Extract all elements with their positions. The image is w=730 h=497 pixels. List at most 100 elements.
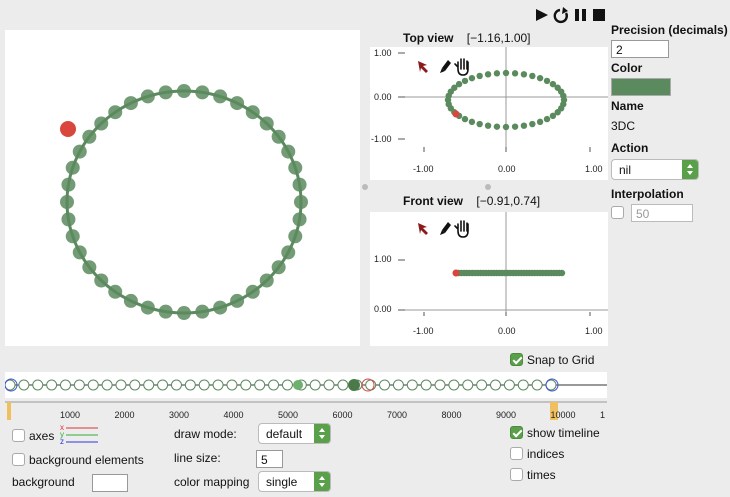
timeline[interactable] xyxy=(4,372,607,422)
timeline-keyframe[interactable] xyxy=(462,379,474,391)
timeline-keyframe[interactable] xyxy=(309,379,321,391)
timeline-keyframe[interactable] xyxy=(59,379,71,391)
timeline-keyframe[interactable] xyxy=(101,379,113,391)
point-3d[interactable] xyxy=(271,260,286,275)
point-3d[interactable] xyxy=(108,284,123,299)
top-view-selected-point[interactable] xyxy=(452,110,460,118)
timeline-keyframe[interactable] xyxy=(476,379,488,391)
stop-icon[interactable] xyxy=(593,9,605,21)
top-view-point[interactable] xyxy=(502,123,510,131)
play-icon[interactable] xyxy=(536,9,548,21)
timeline-keyframe[interactable] xyxy=(406,379,418,391)
point-3d[interactable] xyxy=(72,245,87,260)
top-view-point[interactable] xyxy=(493,123,501,130)
timeline-keyframe[interactable] xyxy=(392,379,404,391)
select-tool-icon[interactable] xyxy=(418,223,428,235)
point-3d[interactable] xyxy=(281,144,296,159)
timeline-keyframe[interactable] xyxy=(18,379,30,391)
point-3d[interactable] xyxy=(82,260,97,275)
timeline-keyframe[interactable] xyxy=(46,379,58,391)
pen-tool-icon[interactable] xyxy=(440,222,451,235)
point-3d[interactable] xyxy=(230,96,245,111)
point-3d[interactable] xyxy=(271,129,286,144)
timeline-keyframe[interactable] xyxy=(434,379,446,391)
point-3d[interactable] xyxy=(65,160,80,175)
point-3d[interactable] xyxy=(140,300,155,315)
timeline-keyframe[interactable] xyxy=(73,379,85,391)
line-size-input[interactable]: 5 xyxy=(256,450,283,468)
point-3d[interactable] xyxy=(158,304,173,319)
draw-mode-select[interactable]: default xyxy=(258,423,331,444)
timeline-keyframe[interactable] xyxy=(503,379,515,391)
timeline-keyframe[interactable] xyxy=(490,379,502,391)
timeline-keyframe[interactable] xyxy=(198,379,210,391)
top-view-point[interactable] xyxy=(560,92,567,99)
top-view-point[interactable] xyxy=(536,74,544,82)
point-3d[interactable] xyxy=(259,116,274,131)
timeline-keyframe-active[interactable] xyxy=(293,380,303,390)
timeline-keyframe[interactable] xyxy=(32,379,44,391)
timeline-keyframe[interactable] xyxy=(115,379,127,391)
point-3d[interactable] xyxy=(213,89,228,104)
top-view-point[interactable] xyxy=(493,70,501,77)
timeline-keyframe[interactable] xyxy=(212,379,224,391)
point-3d[interactable] xyxy=(288,229,303,244)
interpolation-checkbox[interactable] xyxy=(611,206,624,219)
timeline-keyframe[interactable] xyxy=(226,379,238,391)
point-3d[interactable] xyxy=(292,212,307,227)
point-3d[interactable] xyxy=(94,116,109,131)
timeline-keyframe[interactable] xyxy=(143,379,155,391)
top-view-point[interactable] xyxy=(549,80,557,88)
front-view-selected-point[interactable] xyxy=(452,269,460,277)
times-checkbox[interactable] xyxy=(510,468,523,481)
timeline-keyframe[interactable] xyxy=(281,379,293,391)
point-3d[interactable] xyxy=(61,212,76,227)
point-3d[interactable] xyxy=(123,96,138,111)
timeline-keyframe[interactable] xyxy=(170,379,182,391)
timeline-keyframe[interactable] xyxy=(448,379,460,391)
top-view-point[interactable] xyxy=(511,123,519,130)
point-3d[interactable] xyxy=(60,195,74,209)
timeline-end-marker[interactable] xyxy=(550,402,558,420)
timeline-cursor[interactable] xyxy=(361,378,375,392)
point-3d[interactable] xyxy=(245,105,260,120)
top-view-point[interactable] xyxy=(543,77,551,85)
timeline-keyframe[interactable] xyxy=(87,379,99,391)
top-view-point[interactable] xyxy=(536,118,544,126)
top-view-point[interactable] xyxy=(511,70,519,77)
point-3d[interactable] xyxy=(65,229,80,244)
point-3d[interactable] xyxy=(108,105,123,120)
point-3d[interactable] xyxy=(288,160,303,175)
point-3d[interactable] xyxy=(259,273,274,288)
point-3d[interactable] xyxy=(195,85,210,100)
timeline-keyframe[interactable] xyxy=(184,379,196,391)
top-view-point[interactable] xyxy=(529,120,536,128)
point-3d[interactable] xyxy=(177,306,191,320)
timeline-keyframe[interactable] xyxy=(254,379,266,391)
top-view-point[interactable] xyxy=(476,72,483,80)
top-view-point[interactable] xyxy=(484,122,492,129)
top-view-point[interactable] xyxy=(529,72,536,80)
hand-tool-icon[interactable] xyxy=(454,220,469,238)
timeline-keyframe[interactable] xyxy=(531,379,543,391)
indices-checkbox[interactable] xyxy=(510,447,523,460)
interpolation-input[interactable]: 50 xyxy=(631,204,693,222)
top-view-point[interactable] xyxy=(520,71,528,78)
splitter-handle[interactable] xyxy=(362,184,368,190)
point-3d[interactable] xyxy=(177,84,191,98)
point-3d[interactable] xyxy=(72,144,87,159)
top-view-point[interactable] xyxy=(455,80,463,88)
timeline-keyframe[interactable] xyxy=(129,379,141,391)
top-view-point[interactable] xyxy=(549,112,557,120)
main-3d-view[interactable] xyxy=(5,30,360,346)
background-color-swatch[interactable] xyxy=(92,474,128,492)
point-3d[interactable] xyxy=(61,177,76,192)
selected-point[interactable] xyxy=(60,121,76,137)
point-3d[interactable] xyxy=(294,195,308,209)
timeline-end-cursor[interactable] xyxy=(545,378,559,392)
point-3d[interactable] xyxy=(140,89,155,104)
timeline-keyframe[interactable] xyxy=(517,379,529,391)
top-view-point[interactable] xyxy=(468,118,476,126)
top-view-point[interactable] xyxy=(520,122,528,129)
precision-input[interactable]: 2 xyxy=(611,40,669,58)
